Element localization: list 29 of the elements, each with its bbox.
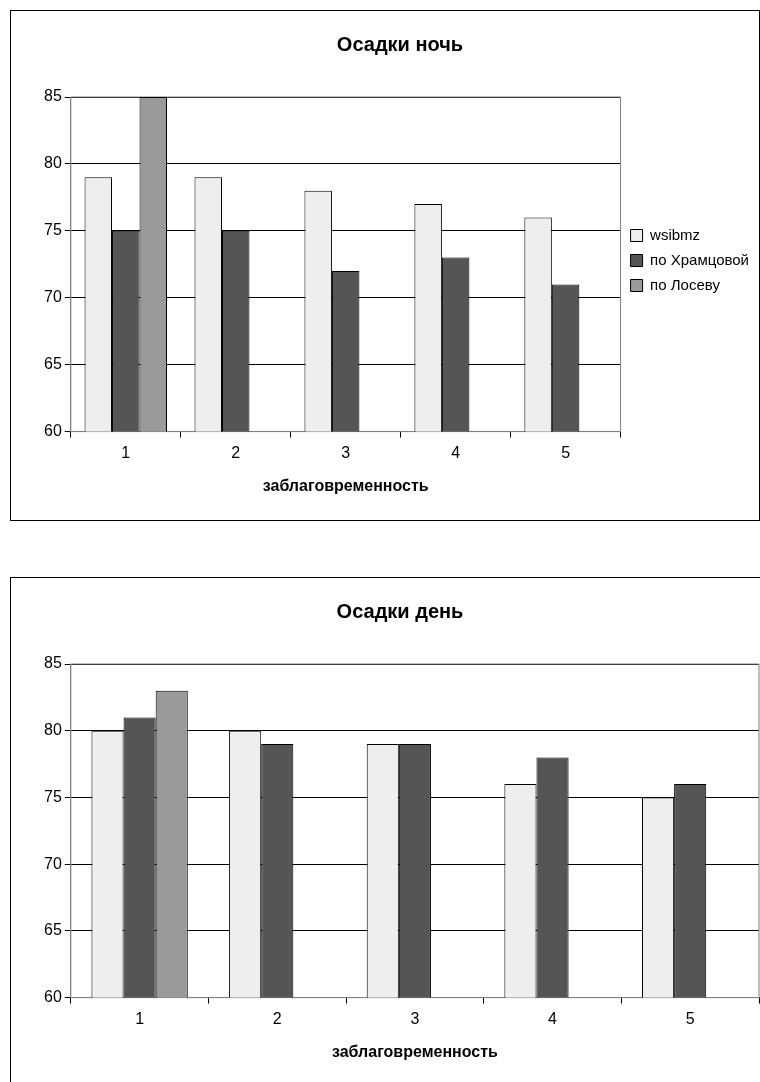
x-axis-title: заблаговременность: [262, 476, 429, 494]
y-tick-label: 75: [44, 221, 62, 239]
y-tick-label: 60: [44, 988, 62, 1006]
y-tick-label: 70: [44, 288, 62, 306]
y-tick-label: 75: [44, 787, 62, 805]
x-tick-label: 4: [548, 1009, 558, 1027]
x-tick-label: 3: [341, 443, 351, 461]
x-tick-label: 5: [685, 1009, 695, 1027]
x-tick-label: 1: [121, 443, 131, 461]
x-tick-label: 4: [451, 443, 461, 461]
chart-title: Осадки день: [336, 599, 464, 622]
y-tick-label: 65: [44, 355, 62, 373]
x-tick-label: 2: [231, 443, 241, 461]
y-tick-label: 60: [44, 422, 62, 440]
legend-label: по Лосеву: [650, 275, 721, 293]
y-tick-label: 65: [44, 921, 62, 939]
y-tick-label: 80: [44, 721, 62, 739]
y-tick-label: 70: [44, 854, 62, 872]
x-axis-title: заблаговременность: [331, 1042, 499, 1060]
x-tick-label: 2: [272, 1009, 282, 1027]
x-tick-label: 5: [561, 443, 571, 461]
chart-title: Осадки ночь: [336, 32, 464, 55]
x-tick-label: 1: [135, 1009, 145, 1027]
x-tick-label: 3: [410, 1009, 420, 1027]
y-tick-label: 80: [44, 154, 62, 172]
y-tick-label: 85: [44, 87, 62, 105]
y-tick-label: 85: [44, 654, 62, 672]
legend-label: по Храмцовой: [650, 250, 749, 268]
legend-label: wsibmz: [649, 225, 701, 243]
